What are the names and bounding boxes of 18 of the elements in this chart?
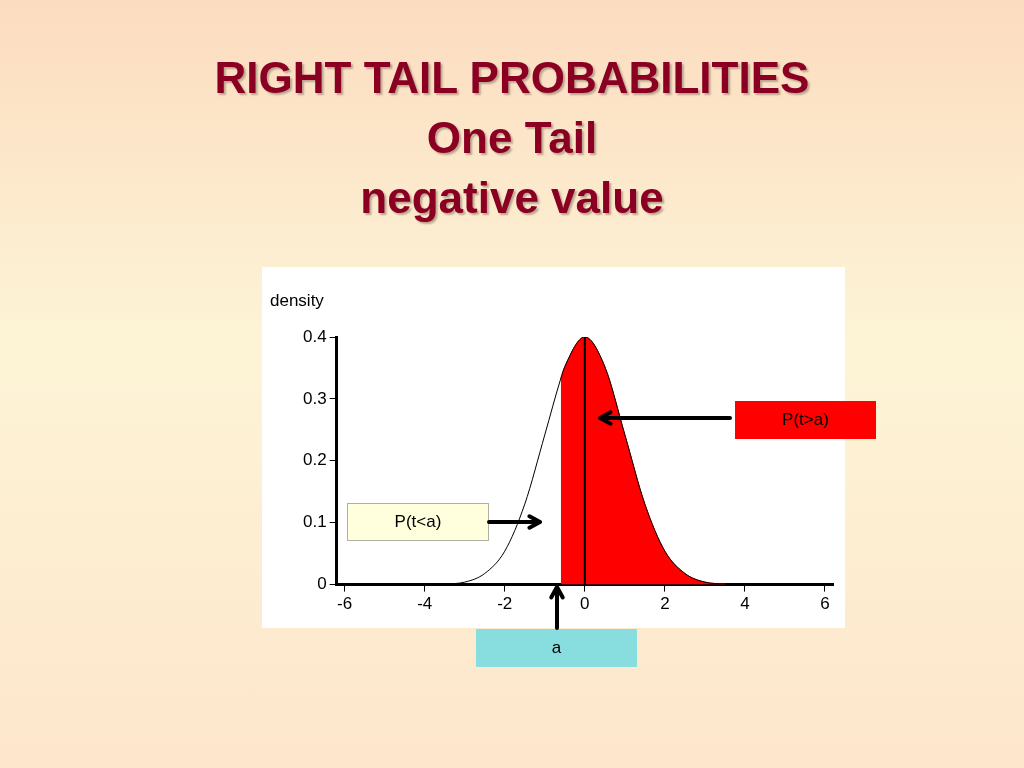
x-tick-label: 4 xyxy=(740,594,750,614)
x-tick-label: -2 xyxy=(497,594,513,614)
x-tick-label: 2 xyxy=(660,594,670,614)
x-tick-label: -4 xyxy=(417,594,433,614)
y-tick-label: 0.3 xyxy=(302,388,327,408)
x-tick-label: 6 xyxy=(820,594,830,614)
chart-subtitle: One Tail negative value xyxy=(359,112,665,224)
annotation: P(t>a) xyxy=(782,410,829,430)
y-tick-label: 0 xyxy=(317,574,327,594)
y-tick-label: 0.1 xyxy=(302,512,327,532)
annotation: P(t<a) xyxy=(394,512,442,532)
y-tick-label: 0.4 xyxy=(302,326,327,346)
chart-title: RIGHT TAIL PROBABILITIES xyxy=(213,52,811,104)
text: a xyxy=(551,638,562,658)
x-tick-label: -6 xyxy=(337,594,353,614)
y-axis-title: density xyxy=(270,290,325,310)
y-tick-label: 0.2 xyxy=(302,450,327,470)
x-tick-label: 0 xyxy=(580,594,590,614)
